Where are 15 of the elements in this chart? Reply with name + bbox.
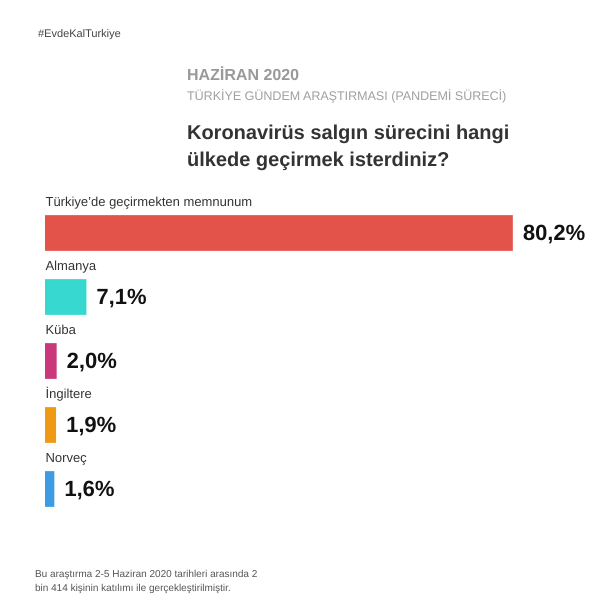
y-tick-label: İngiltere [46, 386, 92, 402]
text: #EvdeKalTurkiye [38, 28, 121, 40]
data-label: 2,0% [66, 348, 117, 373]
y-tick-label: Almanya [46, 258, 97, 274]
text: Bu araştırma 2-5 Haziran 2020 tarihleri arasında 2 bin 414 kişinin katılımı ile gerçekleştirilmiştir. [35, 569, 258, 594]
data-label: 1,6% [64, 476, 114, 501]
y-tick-label: Norveç [46, 450, 88, 466]
data-label: 1,9% [66, 412, 116, 437]
y-tick-label: Küba [46, 322, 77, 338]
data-label: 80,2% [522, 220, 586, 245]
chart-title: Koronavirüs salgın sürecini hangi ülkede geçirmek isterdiniz? [187, 122, 510, 171]
data-label: 7,1% [96, 284, 147, 309]
chart-subtitle: TÜRKİYE GÜNDEM ARAŞTIRMASI (PANDEMİ SÜRECİ) [187, 89, 506, 103]
y-tick-label: Türkiye’de geçirmekten memnunum [46, 194, 252, 210]
text: HAZİRAN 2020 [187, 66, 300, 84]
